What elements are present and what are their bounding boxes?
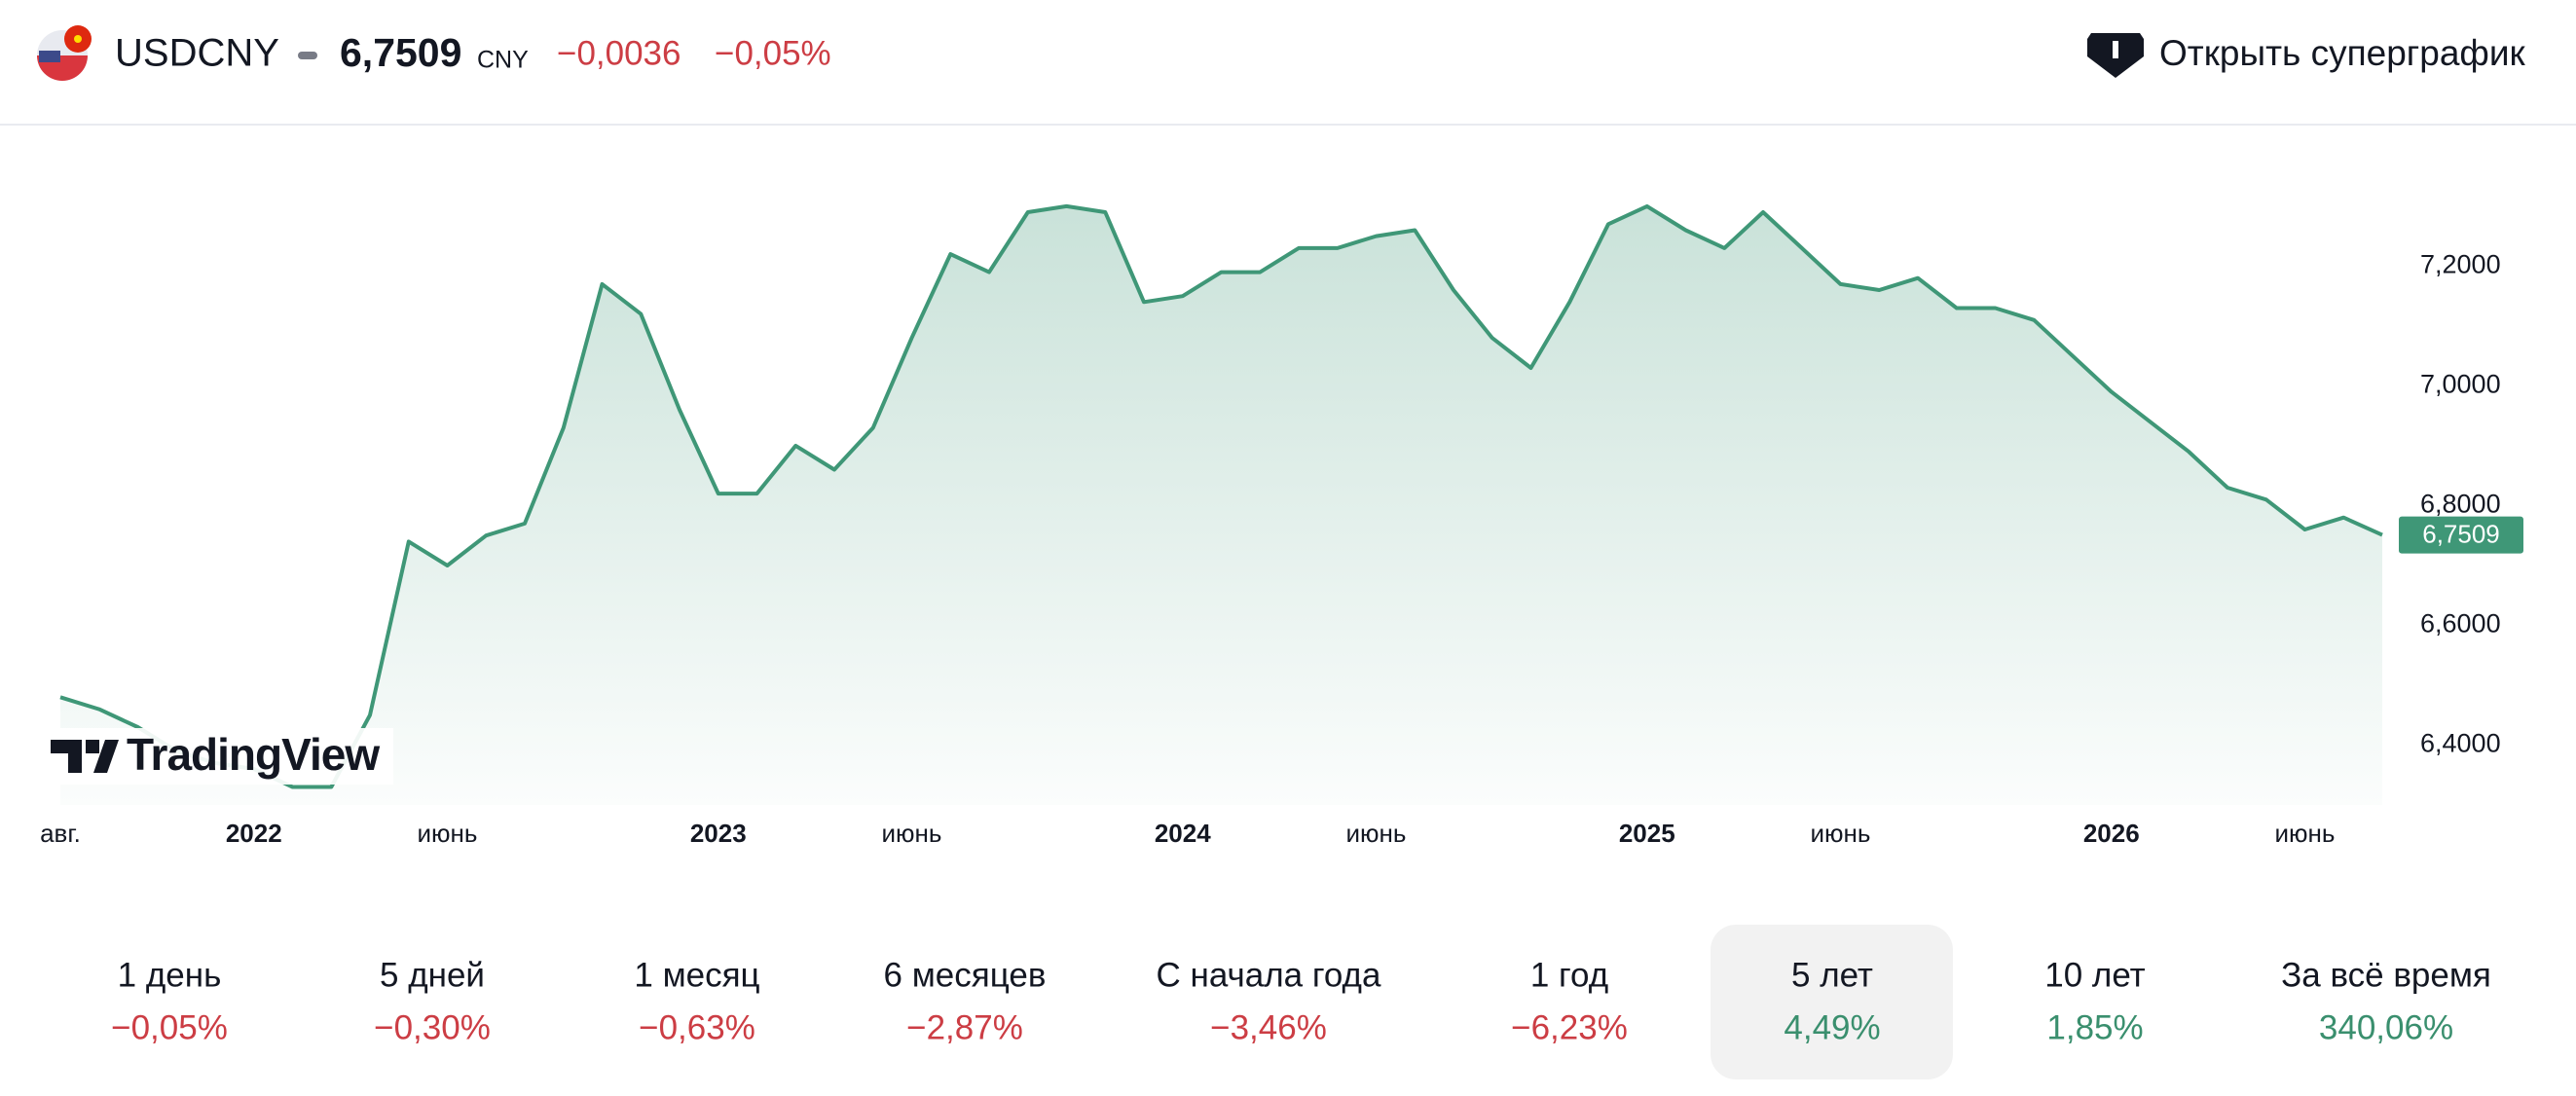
period-label[interactable]: За всё время bbox=[2281, 956, 2491, 994]
supergraph-button[interactable]: Открыть суперграфик bbox=[2087, 33, 2526, 78]
y-tick-label: 6,4000 bbox=[2420, 729, 2501, 758]
x-tick-label: июнь bbox=[1346, 819, 1407, 848]
price: 6,7509 bbox=[340, 30, 461, 75]
x-tick-label: июнь bbox=[882, 819, 942, 848]
flag-icon bbox=[37, 25, 92, 81]
periods: 1 день −0,05% 5 дней −0,30% 1 месяц −0,63% 6 м… bbox=[111, 925, 2491, 1079]
watermark-logo bbox=[51, 740, 119, 773]
x-tick-label: 2022 bbox=[226, 819, 282, 848]
period-label[interactable]: 5 дней bbox=[380, 956, 485, 994]
x-tick-label: авг. bbox=[40, 819, 81, 848]
watermark-text: TradingView bbox=[127, 729, 380, 780]
x-tick-label: июнь bbox=[418, 819, 478, 848]
period-label[interactable]: 1 день bbox=[118, 956, 222, 994]
y-tick-label: 7,0000 bbox=[2420, 370, 2501, 399]
period-change[interactable]: 4,49% bbox=[1784, 1008, 1880, 1046]
price-line bbox=[59, 203, 2383, 789]
period-label[interactable]: 1 месяц bbox=[634, 956, 759, 994]
currency: CNY bbox=[477, 47, 529, 74]
chart: 6,4000 6,6000 6,8000 7,0000 7,2000 авг. 2022 ию… bbox=[40, 203, 2523, 848]
x-tick-label: 2026 bbox=[2083, 819, 2140, 848]
last-value-box bbox=[2399, 516, 2523, 554]
symbol: USDCNY bbox=[115, 32, 279, 75]
y-tick-label: 7,2000 bbox=[2420, 250, 2501, 279]
y-tick-label: 6,6000 bbox=[2420, 609, 2501, 639]
period-label[interactable]: С начала года bbox=[1157, 956, 1381, 994]
x-tick-label: 2024 bbox=[1155, 819, 1211, 848]
selected-period-bg bbox=[1711, 925, 1953, 1079]
period-label[interactable]: 5 лет bbox=[1791, 956, 1873, 994]
y-tick-label: 6,8000 bbox=[2420, 490, 2501, 519]
period-change[interactable]: −3,46% bbox=[1210, 1008, 1327, 1046]
x-tick-label: 2025 bbox=[1619, 819, 1675, 848]
period-change[interactable]: −2,87% bbox=[906, 1008, 1023, 1046]
period-change[interactable]: 1,85% bbox=[2046, 1008, 2143, 1046]
change-percent: −0,05% bbox=[715, 34, 831, 72]
period-change[interactable]: −0,05% bbox=[111, 1008, 228, 1046]
x-tick-label: июнь bbox=[2275, 819, 2336, 848]
period-label[interactable]: 6 месяцев bbox=[884, 956, 1047, 994]
period-label[interactable]: 1 год bbox=[1530, 956, 1608, 994]
watermark-icon bbox=[51, 740, 119, 773]
period-label[interactable]: 10 лет bbox=[2044, 956, 2145, 994]
period-change[interactable]: −6,23% bbox=[1511, 1008, 1628, 1046]
period-change[interactable]: −0,63% bbox=[639, 1008, 755, 1046]
period-change[interactable]: 340,06% bbox=[2319, 1008, 2453, 1046]
separator bbox=[298, 52, 317, 59]
button-label[interactable]: Открыть суперграфик bbox=[2159, 33, 2526, 73]
last-value-label: 6,7509 bbox=[2422, 520, 2500, 549]
change: −0,0036 bbox=[557, 34, 681, 72]
period-change[interactable]: −0,30% bbox=[374, 1008, 491, 1046]
x-tick-label: июнь bbox=[1811, 819, 1871, 848]
area-fill bbox=[60, 205, 2382, 805]
x-tick-label: 2023 bbox=[690, 819, 747, 848]
